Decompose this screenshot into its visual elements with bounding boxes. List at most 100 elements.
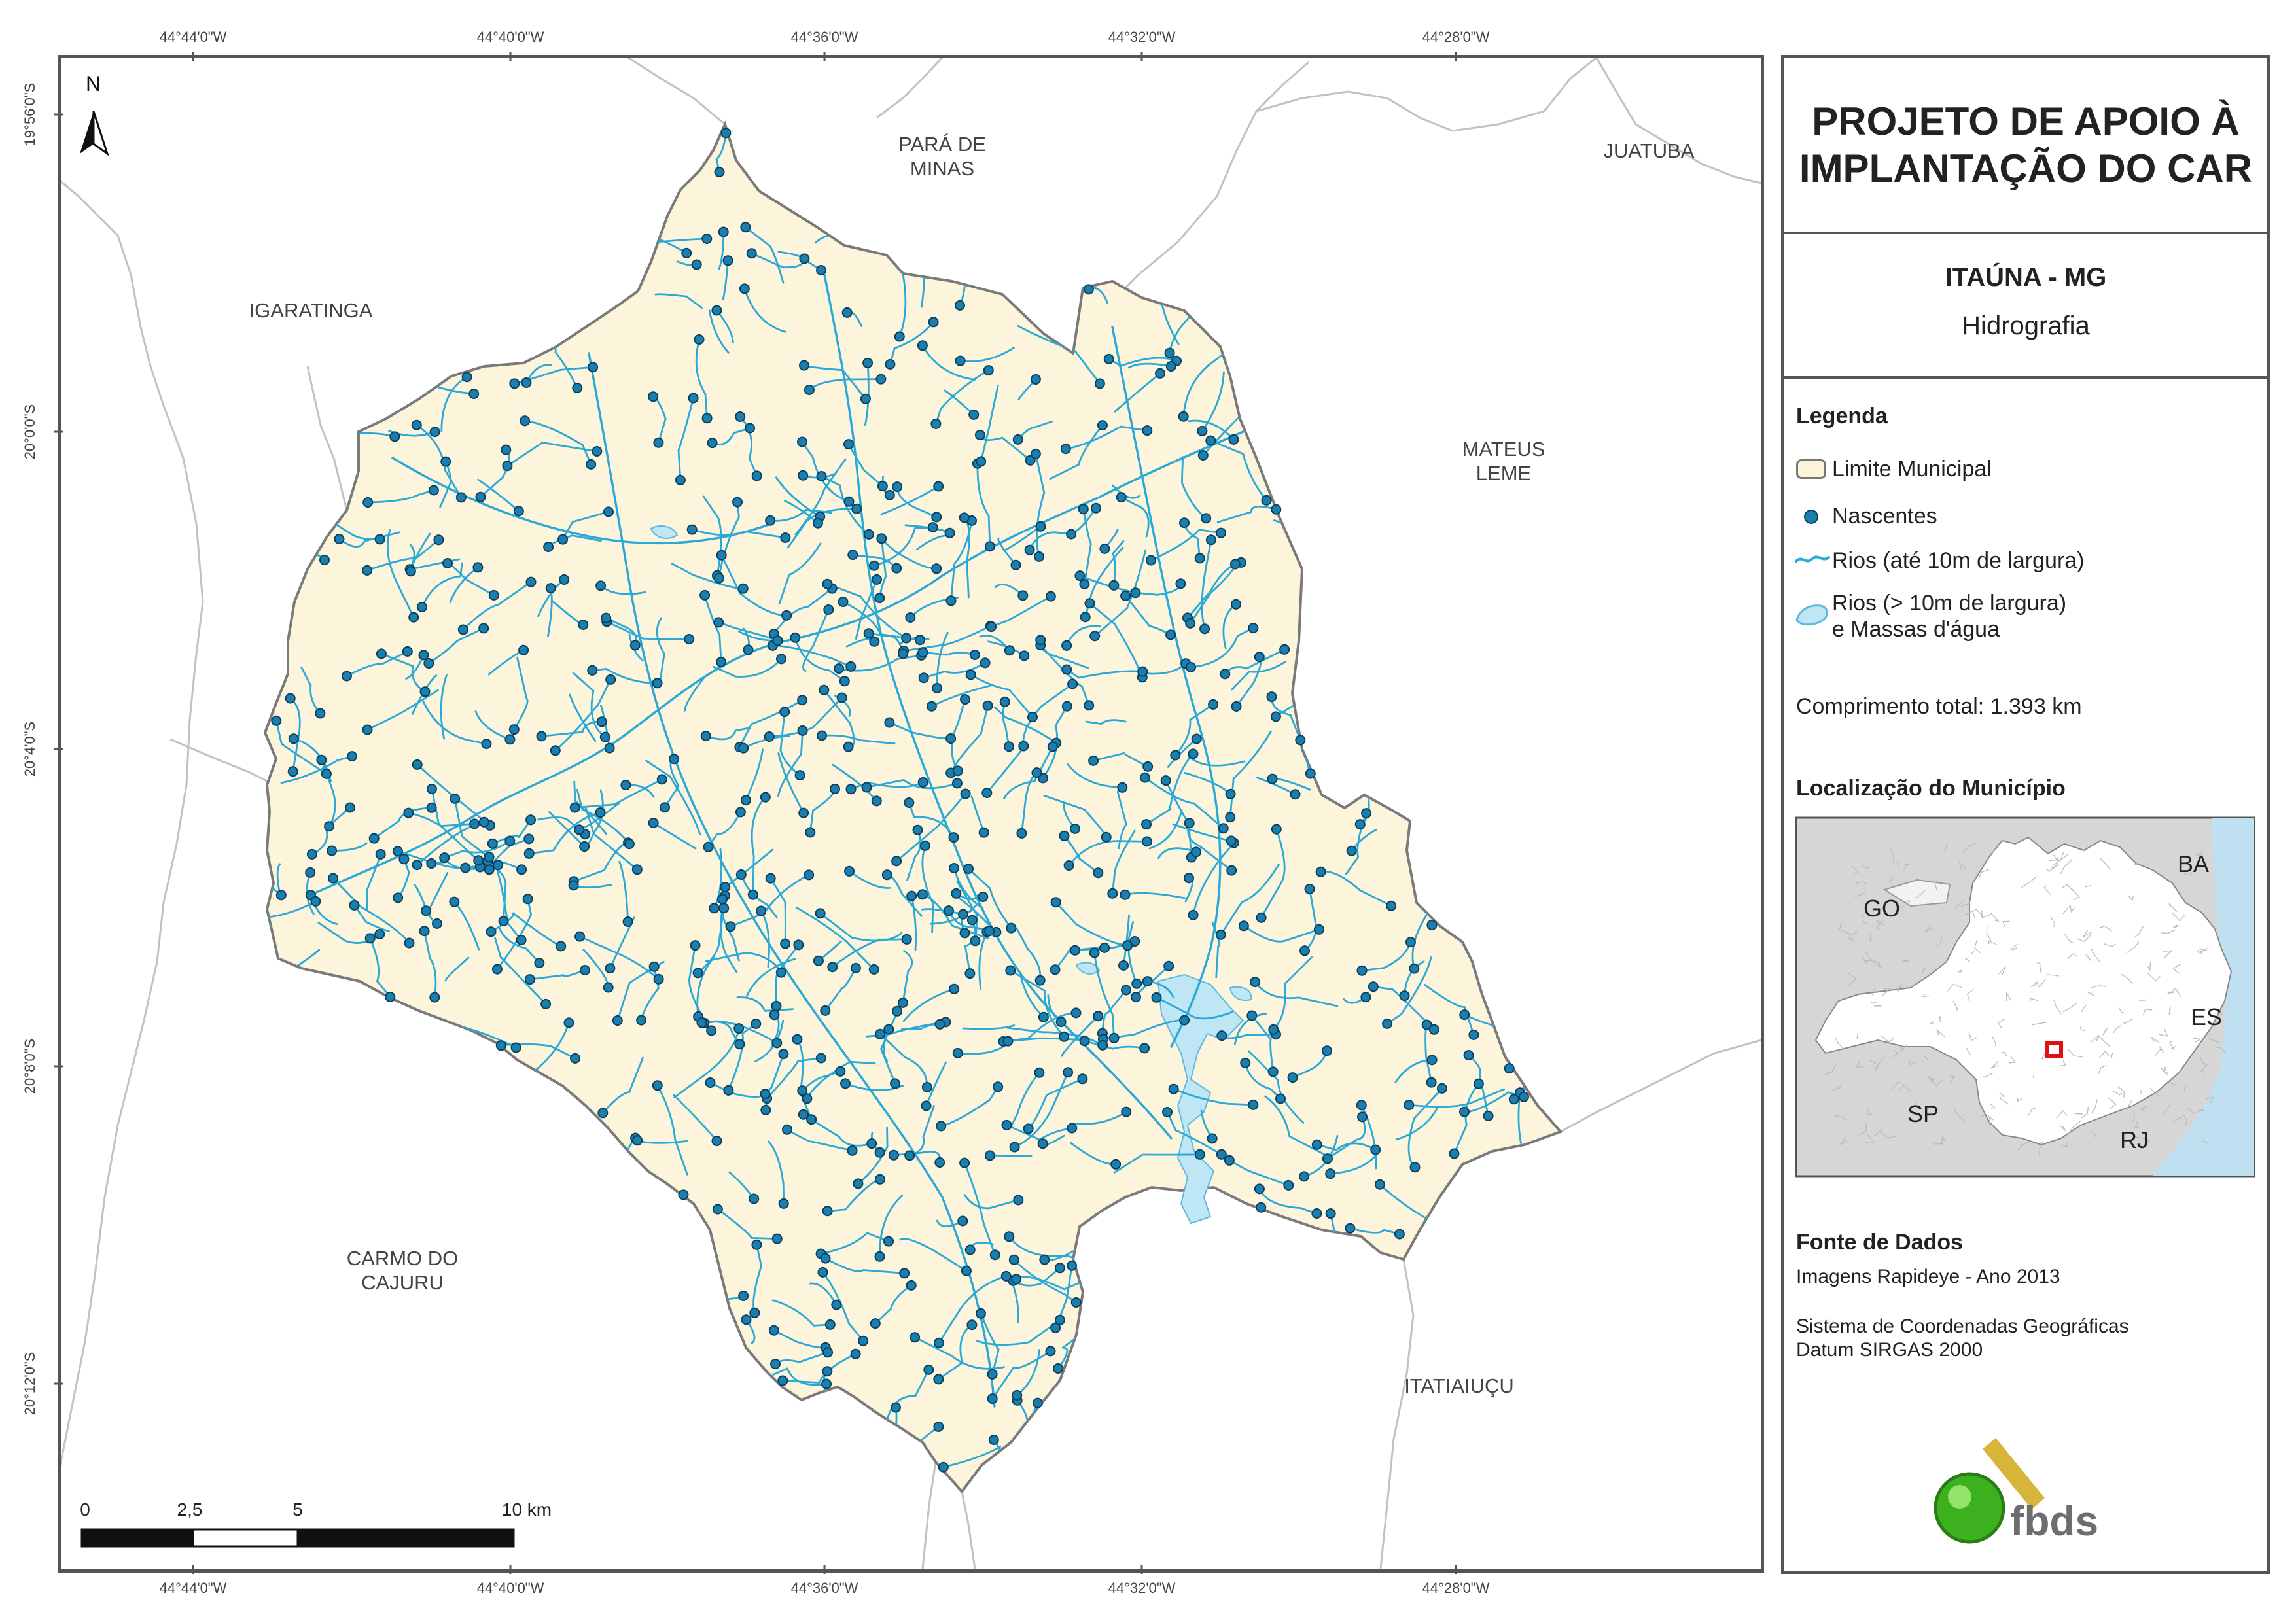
- inset-municipality-border: [2081, 1106, 2089, 1119]
- spring-point: [1155, 368, 1165, 379]
- spring-point: [945, 595, 957, 606]
- inset-municipality-border: [2091, 985, 2106, 988]
- spring-point: [525, 814, 537, 826]
- inset-municipality-border: [2050, 916, 2056, 928]
- spring-point: [984, 1150, 995, 1161]
- spring-point: [524, 974, 535, 985]
- river-segment: [795, 906, 847, 942]
- spring-point: [426, 858, 437, 869]
- river-segment: [745, 958, 796, 998]
- inset-municipality-border: [1936, 1029, 1945, 1038]
- inset-municipality-border: [2168, 1041, 2175, 1051]
- river-segment: [656, 617, 665, 655]
- spring-point: [1009, 1142, 1020, 1153]
- spring-point: [772, 635, 783, 646]
- spring-point: [440, 456, 451, 467]
- spring-point: [770, 1359, 781, 1369]
- river-segment: [1009, 969, 1046, 992]
- river-segment: [862, 1269, 906, 1274]
- river-segment: [674, 1139, 688, 1176]
- spring-point: [1045, 591, 1056, 602]
- spring-point: [875, 1028, 886, 1039]
- spring-point: [820, 1005, 831, 1016]
- river-segment: [671, 562, 694, 576]
- spring-point: [847, 550, 858, 561]
- river-segment: [702, 495, 720, 519]
- river-segment: [736, 996, 766, 1012]
- spring-point: [898, 648, 909, 659]
- inset-municipality-border: [1986, 925, 1992, 941]
- inset-municipality-border: [1856, 1034, 1858, 1040]
- project-title-line1: PROJETO DE APOIO À: [1812, 99, 2240, 143]
- spring-point: [725, 921, 736, 932]
- spring-point: [450, 793, 461, 804]
- river-segment: [716, 1208, 753, 1239]
- inset-municipality-border: [1990, 912, 2000, 922]
- river-segment: [794, 488, 825, 536]
- spring-point: [433, 534, 444, 546]
- spring-point: [595, 807, 606, 818]
- spring-point: [765, 873, 776, 884]
- spring-point: [612, 1015, 623, 1026]
- inset-municipality-border: [2098, 925, 2113, 932]
- spring-point: [439, 852, 450, 864]
- spring-point: [1322, 1153, 1333, 1164]
- location-inset: [1795, 816, 2255, 1178]
- river-segment: [1298, 996, 1339, 1007]
- spring-point: [850, 962, 861, 973]
- inset-municipality-border: [2134, 1136, 2150, 1142]
- spring-point: [988, 1435, 999, 1445]
- spring-point: [931, 563, 942, 574]
- spring-point: [874, 593, 885, 604]
- spring-point: [1216, 1030, 1227, 1041]
- legend-label-rivers: Rios (até 10m de largura): [1832, 548, 2085, 573]
- spring-point: [1226, 835, 1237, 846]
- spring-point: [797, 695, 808, 706]
- spring-point: [694, 334, 705, 345]
- spring-point: [306, 848, 317, 860]
- spring-point: [1224, 1155, 1235, 1166]
- spring-point: [1063, 860, 1074, 871]
- spring-point: [892, 1005, 903, 1017]
- spring-point: [347, 751, 358, 762]
- spring-point: [605, 963, 616, 974]
- river-segment: [537, 816, 570, 822]
- spring-point: [933, 481, 944, 492]
- spring-point: [1185, 618, 1196, 629]
- spring-point: [701, 413, 713, 424]
- spring-point: [1059, 830, 1070, 841]
- spring-point: [815, 908, 826, 919]
- inset-municipality-border: [2125, 1099, 2133, 1110]
- river-segment: [1358, 889, 1392, 907]
- inset-municipality-border: [1855, 1061, 1864, 1068]
- inset-municipality-border: [1952, 1000, 1958, 1011]
- spring-point: [1077, 1073, 1088, 1085]
- river-segment: [1284, 956, 1313, 985]
- river-segment: [898, 274, 907, 338]
- river-segment: [444, 956, 470, 982]
- coord-left-1: 19°56'0"S: [22, 82, 38, 147]
- river-segment: [1188, 1011, 1233, 1020]
- spring-point: [1345, 1223, 1356, 1234]
- spring-point: [1163, 960, 1174, 971]
- spring-point: [1055, 1017, 1067, 1028]
- river-segment: [499, 956, 547, 1005]
- inset-municipality-border: [2155, 1048, 2162, 1056]
- spring-point: [899, 1268, 910, 1279]
- legend-label-water-bodies-line1: Rios (> 10m de largura): [1832, 591, 2067, 616]
- spring-point: [1360, 992, 1371, 1003]
- inset-municipality-border: [1968, 1032, 1978, 1041]
- river-segment: [931, 903, 934, 934]
- river-segment: [879, 1033, 906, 1058]
- river-segment: [559, 366, 594, 371]
- river-segment: [906, 855, 917, 881]
- coord-top-1: 44°44'0"W: [159, 29, 227, 45]
- spring-point: [1038, 1011, 1049, 1022]
- spring-point: [1067, 678, 1078, 689]
- river-segment: [960, 1275, 1008, 1309]
- spring-point: [1117, 782, 1128, 793]
- river-segment: [593, 833, 639, 871]
- spring-point: [923, 1364, 934, 1375]
- river-segment: [421, 575, 462, 608]
- spring-point: [1175, 578, 1186, 589]
